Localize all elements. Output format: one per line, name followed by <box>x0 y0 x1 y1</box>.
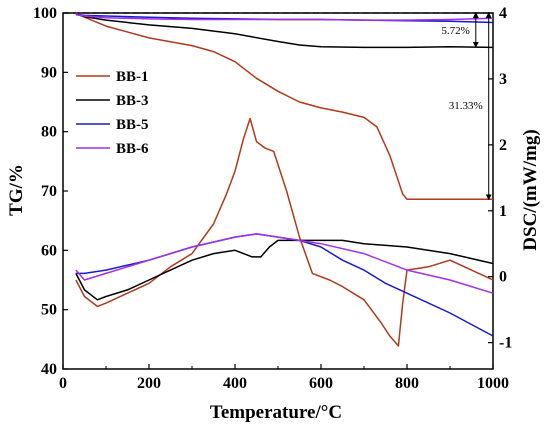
y-right-axis-title: DSC/(mW/mg) <box>520 129 541 250</box>
y-right-tick-label: 4 <box>499 5 507 22</box>
series-bb-6-dsc-line <box>75 233 494 294</box>
plot-frame <box>62 12 494 370</box>
series-bb-1-dsc-line <box>75 117 494 347</box>
x-tick-label: 0 <box>59 375 67 392</box>
x-tick-label: 400 <box>223 375 247 392</box>
series-bb-3-tg-line <box>75 13 494 49</box>
y-left-tick-label: 70 <box>41 183 57 200</box>
plot-border <box>62 12 494 370</box>
x-tick-label: 800 <box>395 375 419 392</box>
x-tick-label: 600 <box>309 375 333 392</box>
y-left-tick-label: 90 <box>41 64 57 81</box>
x-tick-label: 200 <box>137 375 161 392</box>
annotation-layer: 5.72% 31.33% <box>441 12 492 201</box>
series-layer <box>75 12 494 347</box>
legend-label-bb-6: BB-6 <box>116 141 149 157</box>
x-tick-label: 1000 <box>477 375 509 392</box>
legend-label-bb-5: BB-5 <box>116 117 149 133</box>
annotation-label-2: 31.33% <box>449 100 483 112</box>
legend: BB-1 BB-3 BB-5 BB-6 <box>76 69 149 157</box>
series-bb-1-tg-line <box>75 12 493 201</box>
annotation-label-1: 5.72% <box>441 25 469 37</box>
y-left-tick-label: 80 <box>41 124 57 141</box>
y-right-tick-label: 2 <box>499 137 507 154</box>
y-right-tick-label: 1 <box>499 203 507 220</box>
axes-layer: 0 200 400 600 800 1000 40 50 60 70 80 90 100 -1 0 1 2 3 4 <box>33 5 512 392</box>
y-left-tick-label: 50 <box>41 302 57 319</box>
y-left-tick-label: 60 <box>41 242 57 259</box>
y-left-tick-label: 40 <box>41 361 57 378</box>
legend-label-bb-3: BB-3 <box>116 93 149 109</box>
y-right-tick-label: 3 <box>499 71 507 88</box>
x-axis-title: Temperature/°C <box>210 402 342 423</box>
y-left-axis-title: TG/% <box>6 164 27 216</box>
y-left-tick-label: 100 <box>33 5 57 22</box>
y-right-tick-label: 0 <box>499 269 507 286</box>
series-bb-3-dsc-line <box>75 239 494 301</box>
legend-label-bb-1: BB-1 <box>116 69 149 85</box>
series-bb-6-tg-line <box>75 14 494 21</box>
y-right-tick-label: -1 <box>499 335 512 352</box>
